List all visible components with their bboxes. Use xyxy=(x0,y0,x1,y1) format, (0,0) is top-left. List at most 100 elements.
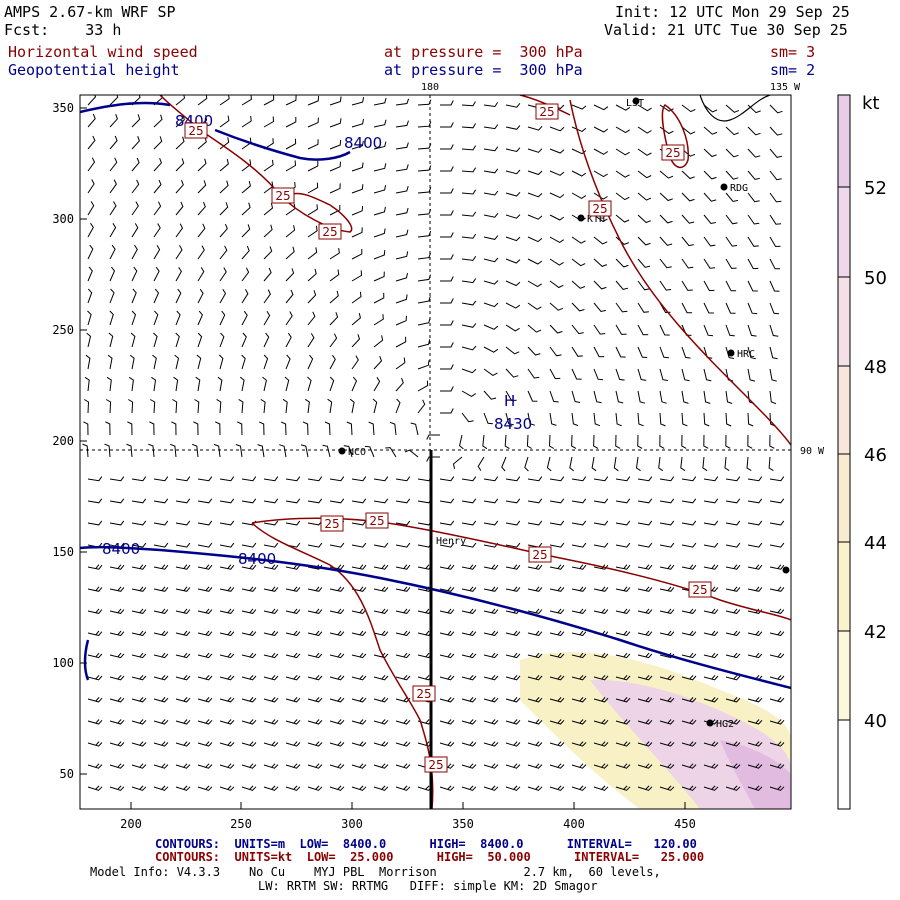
wind-barb xyxy=(505,258,521,264)
wind-barb xyxy=(549,674,565,681)
wind-barb xyxy=(329,586,345,592)
wind-barb xyxy=(216,398,222,414)
wind-barb xyxy=(439,741,455,747)
wind-barb xyxy=(549,652,565,659)
wind-barb xyxy=(461,412,474,423)
wind-barb xyxy=(747,520,763,526)
wind-barb xyxy=(615,630,631,637)
wind-barb xyxy=(307,117,319,128)
wind-barb xyxy=(571,148,587,155)
wind-barb xyxy=(307,268,317,282)
wind-barb xyxy=(637,192,652,201)
wind-barb xyxy=(659,476,675,482)
x-tick-label: 450 xyxy=(674,817,696,831)
wind-barb xyxy=(285,268,295,282)
wind-barb xyxy=(637,719,653,725)
wind-barb xyxy=(658,456,664,472)
wind-barb xyxy=(747,346,756,360)
wind-barb xyxy=(659,346,669,359)
wind-barb xyxy=(395,186,409,194)
wind-barb xyxy=(395,608,411,614)
wind-barb xyxy=(128,376,134,392)
wind-barb xyxy=(681,126,696,135)
wind-barb xyxy=(703,785,719,791)
wind-barb xyxy=(213,443,221,458)
wind-barb xyxy=(153,332,158,348)
wind-barb xyxy=(505,542,521,548)
wind-barb xyxy=(549,324,563,334)
wind-barb xyxy=(219,267,227,282)
wind-barb xyxy=(637,412,644,427)
wind-barb xyxy=(637,476,653,482)
wind-barb xyxy=(324,421,331,436)
wind-barb xyxy=(87,741,103,747)
wind-barb xyxy=(219,608,235,614)
wind-barb xyxy=(87,157,96,172)
wind-barb xyxy=(128,399,134,414)
wind-barb xyxy=(87,310,92,326)
wind-barb xyxy=(395,207,409,216)
wind-barb xyxy=(175,763,191,769)
wind-barb xyxy=(571,542,587,548)
wind-barb xyxy=(109,179,117,194)
wind-barb xyxy=(571,564,587,570)
wind-barb xyxy=(747,434,753,449)
wind-barb xyxy=(241,267,250,282)
wind-barb xyxy=(571,412,579,427)
wind-barb xyxy=(461,300,477,306)
wind-barb xyxy=(461,167,477,173)
wind-barb xyxy=(175,245,183,260)
wind-barb xyxy=(681,520,697,526)
wind-barb xyxy=(527,719,543,725)
wind-barb xyxy=(725,630,741,637)
wind-barb xyxy=(440,254,454,260)
wind-barb xyxy=(483,346,499,353)
wind-barb xyxy=(239,376,245,392)
wind-barb xyxy=(262,376,267,392)
wind-barb xyxy=(219,180,229,194)
wind-barb xyxy=(571,498,587,504)
wind-barb xyxy=(549,697,565,703)
wind-barb xyxy=(131,564,147,570)
wind-barb xyxy=(703,214,716,225)
wind-barb xyxy=(593,520,609,526)
wind-barb xyxy=(417,252,432,260)
wind-barb xyxy=(505,390,517,402)
wind-barb xyxy=(175,608,191,614)
wind-barb xyxy=(82,443,89,458)
wind-barb xyxy=(197,542,213,548)
wind-barb xyxy=(131,542,147,548)
wind-barb xyxy=(747,476,763,482)
wind-barb xyxy=(461,674,477,681)
wind-barb xyxy=(483,697,499,703)
wind-barb xyxy=(395,564,411,570)
wind-barb xyxy=(725,520,741,526)
wind-barb xyxy=(769,434,775,449)
wind-barb xyxy=(329,652,345,659)
wind-barb xyxy=(681,785,697,791)
wind-barb xyxy=(505,102,521,108)
wind-barb xyxy=(417,121,432,128)
wind-barb xyxy=(153,114,163,128)
wind-barb xyxy=(219,564,235,570)
wind-barb xyxy=(703,170,717,180)
wind-barb xyxy=(681,368,690,382)
station-unnamed-east xyxy=(782,566,790,574)
wind-barb xyxy=(263,785,279,791)
wind-barb xyxy=(549,368,561,380)
wind-label: 25 xyxy=(416,687,431,701)
wind-barb xyxy=(681,542,697,548)
wind-barb xyxy=(505,697,521,703)
wind-barb xyxy=(571,434,577,449)
wind-label: 25 xyxy=(188,124,203,138)
wind-barb xyxy=(87,288,93,304)
wind-barb xyxy=(241,498,257,504)
wind-barb xyxy=(440,298,454,304)
wind-barb xyxy=(109,201,117,216)
wind-barb xyxy=(107,354,113,370)
wind-barb xyxy=(150,399,156,414)
wind-barb xyxy=(593,785,609,791)
wind-barb xyxy=(659,586,675,592)
wind-barb xyxy=(109,520,125,526)
wind-barb xyxy=(307,630,323,637)
